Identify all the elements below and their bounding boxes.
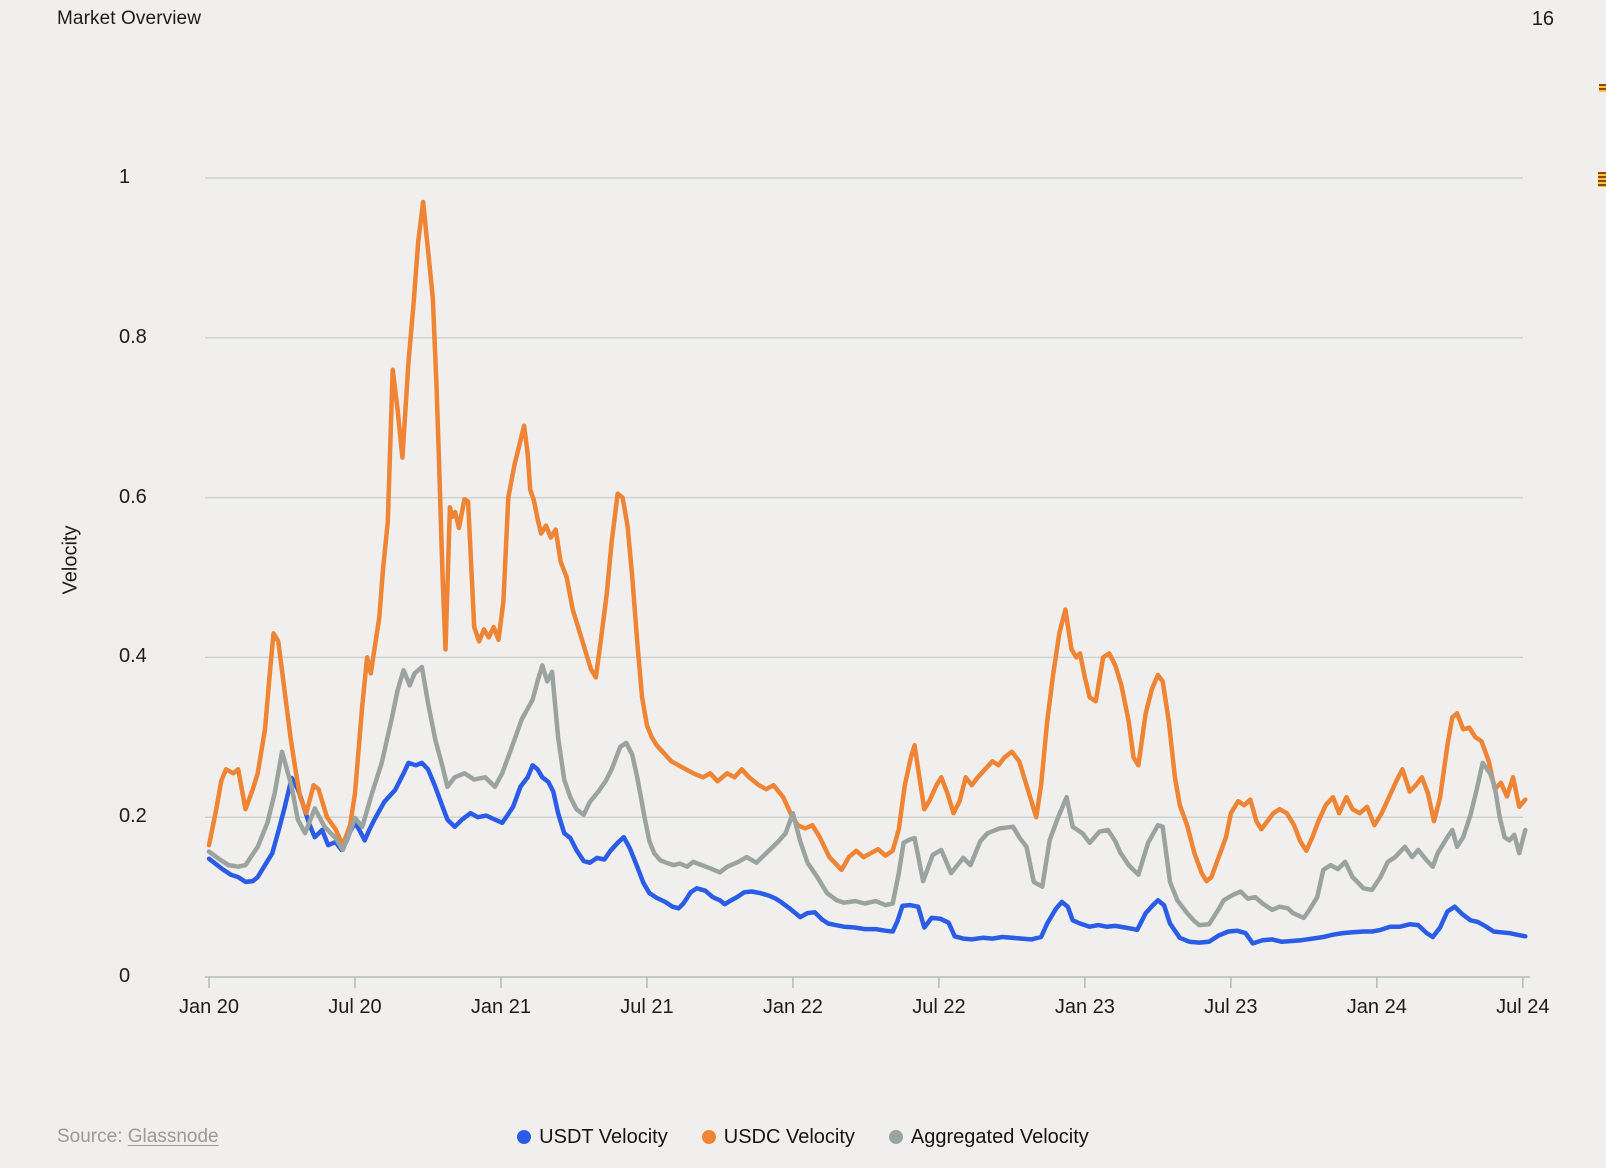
legend-label: Aggregated Velocity — [910, 1125, 1089, 1148]
source-link-glassnode[interactable]: Glassnode — [127, 1126, 219, 1147]
legend-dot-icon — [888, 1130, 903, 1144]
series-line-aggregated-velocity — [206, 663, 1528, 928]
x-tick-label-jul-24: Jul 24 — [1496, 996, 1550, 1018]
legend-dot-icon — [517, 1130, 532, 1144]
x-tick-label-jul-23: Jul 23 — [1204, 996, 1258, 1018]
legend-item-usdc-velocity: USDC Velocity — [701, 1125, 855, 1149]
y-tick-label-0.4: 0.4 — [119, 645, 147, 668]
y-axis-title: Velocity — [59, 525, 82, 595]
x-tick-label-jan-20: Jan 20 — [178, 996, 240, 1018]
x-tick-label-jul-21: Jul 21 — [620, 996, 674, 1018]
series-line-usdc-velocity — [206, 199, 1528, 884]
legend-item-aggregated-velocity: Aggregated Velocity — [888, 1125, 1089, 1149]
y-tick-label-0.6: 0.6 — [119, 485, 147, 508]
series-line-usdt-velocity — [206, 760, 1528, 946]
x-tick-label-jul-20: Jul 20 — [328, 996, 382, 1018]
x-tick-label-jul-22: Jul 22 — [912, 996, 966, 1018]
source-attribution: Source: Glassnode — [57, 1126, 219, 1148]
x-tick-label-jan-24: Jan 24 — [1346, 996, 1407, 1018]
x-tick-label-jan-21: Jan 21 — [470, 996, 531, 1018]
legend-label: USDC Velocity — [723, 1125, 855, 1148]
page-number: 16 — [1531, 8, 1554, 30]
legend-label: USDT Velocity — [539, 1125, 668, 1148]
source-label: Source: — [57, 1126, 123, 1147]
y-tick-label-1: 1 — [119, 166, 131, 188]
chart-legend: USDT Velocity USDC Velocity Aggregated Vel… — [203, 1122, 1403, 1152]
page-title: Market Overview — [57, 8, 202, 29]
y-tick-label-0: 0 — [119, 965, 131, 987]
x-tick-label-jan-22: Jan 22 — [762, 996, 823, 1018]
edge-annotation-mark-bottom — [1598, 172, 1606, 187]
x-tick-label-jan-23: Jan 23 — [1054, 996, 1115, 1018]
y-tick-label-0.2: 0.2 — [119, 805, 147, 828]
legend-dot-icon — [701, 1130, 716, 1144]
y-tick-label-0.8: 0.8 — [119, 325, 147, 348]
edge-annotation-mark-top — [1599, 84, 1606, 92]
legend-item-usdt-velocity: USDT Velocity — [517, 1126, 668, 1149]
